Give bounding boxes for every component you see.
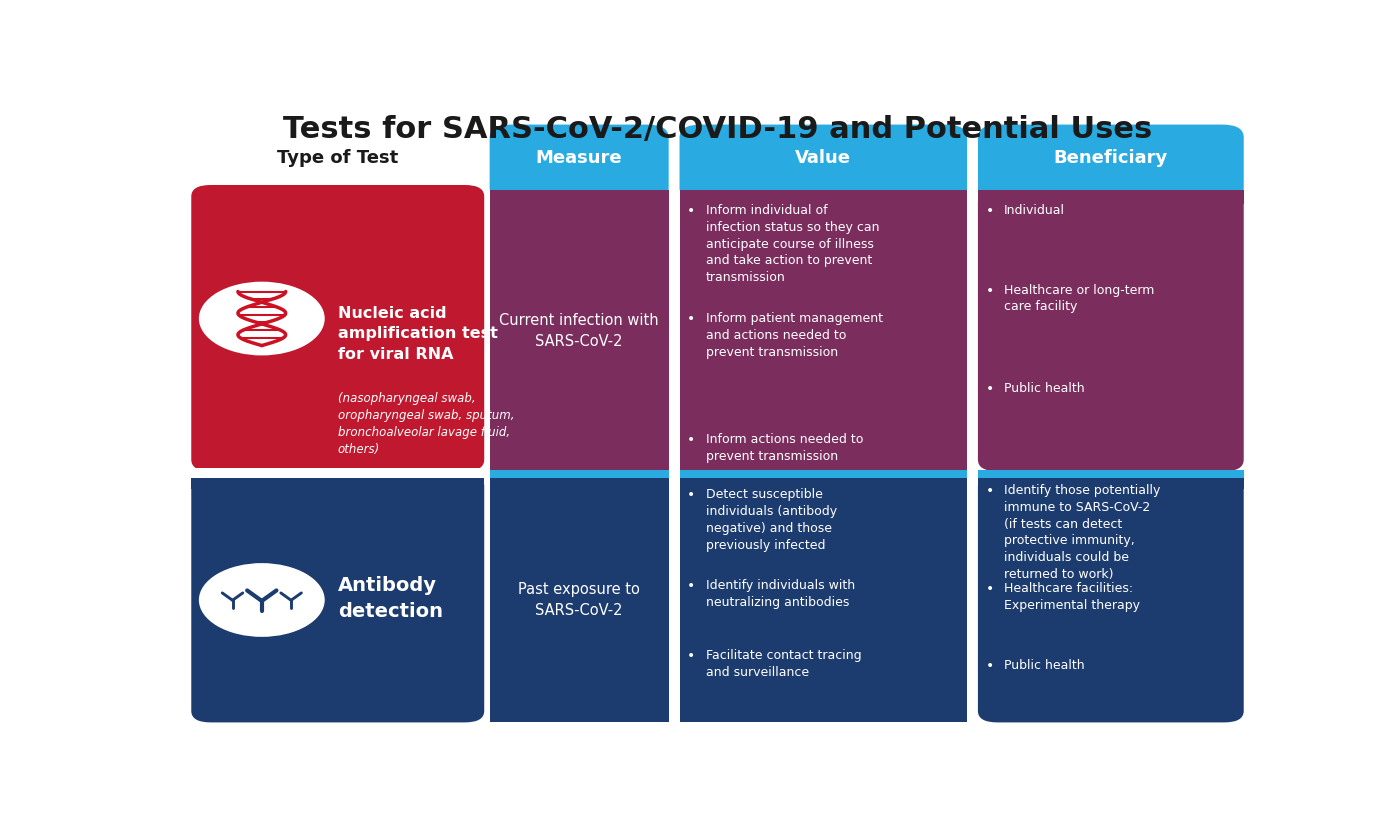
Circle shape	[199, 282, 325, 355]
Text: Past exposure to
SARS-CoV-2: Past exposure to SARS-CoV-2	[518, 582, 640, 618]
Text: Facilitate contact tracing
and surveillance: Facilitate contact tracing and surveilla…	[706, 649, 861, 679]
FancyBboxPatch shape	[490, 125, 669, 201]
Bar	[679, 192, 967, 471]
Text: •: •	[687, 579, 696, 593]
Text: Detect susceptible
individuals (antibody
negative) and those
previously infected: Detect susceptible individuals (antibody…	[706, 488, 837, 552]
Bar	[490, 190, 669, 204]
Text: Value: Value	[795, 149, 851, 167]
Bar	[490, 477, 669, 489]
Bar	[490, 474, 669, 723]
Text: Tests for SARS-CoV-2/COVID-19 and Potential Uses: Tests for SARS-CoV-2/COVID-19 and Potent…	[283, 115, 1152, 144]
Bar	[977, 470, 1243, 477]
Bar	[490, 470, 669, 477]
Bar	[679, 190, 967, 204]
Text: Healthcare or long-term
care facility: Healthcare or long-term care facility	[1004, 283, 1155, 313]
Bar	[977, 190, 1243, 204]
Text: •: •	[986, 659, 994, 673]
Text: Identify individuals with
neutralizing antibodies: Identify individuals with neutralizing a…	[706, 579, 854, 609]
Circle shape	[199, 563, 325, 637]
Text: •: •	[986, 382, 994, 396]
Text: Inform actions needed to
prevent transmission: Inform actions needed to prevent transmi…	[706, 433, 862, 463]
Text: Public health: Public health	[1004, 659, 1085, 672]
Bar	[679, 474, 967, 723]
Text: •: •	[687, 204, 696, 218]
Text: •: •	[986, 283, 994, 297]
Text: Public health: Public health	[1004, 382, 1085, 395]
Text: Inform individual of
infection status so they can
anticipate course of illness
a: Inform individual of infection status so…	[706, 204, 879, 284]
FancyBboxPatch shape	[977, 125, 1243, 201]
Text: Antibody
detection: Antibody detection	[337, 576, 442, 620]
Text: Nucleic acid
amplification test
for viral RNA: Nucleic acid amplification test for vira…	[337, 306, 497, 362]
FancyBboxPatch shape	[192, 185, 484, 471]
Text: Current infection with
SARS-CoV-2: Current infection with SARS-CoV-2	[500, 313, 659, 349]
Bar	[977, 477, 1243, 489]
Text: •: •	[687, 433, 696, 447]
Bar	[192, 468, 484, 477]
Bar	[679, 477, 967, 489]
FancyBboxPatch shape	[977, 192, 1243, 471]
Bar	[490, 192, 669, 471]
Text: Identify those potentially
immune to SARS-CoV-2
(if tests can detect
protective : Identify those potentially immune to SAR…	[1004, 484, 1161, 581]
Text: Individual: Individual	[1004, 204, 1065, 217]
Text: (nasopharyngeal swab,
oropharyngeal swab, sputum,
bronchoalveolar lavage fluid,
: (nasopharyngeal swab, oropharyngeal swab…	[337, 392, 514, 456]
Text: •: •	[687, 488, 696, 502]
Text: Inform patient management
and actions needed to
prevent transmission: Inform patient management and actions ne…	[706, 312, 882, 358]
FancyBboxPatch shape	[977, 474, 1243, 723]
Bar	[679, 470, 967, 477]
FancyBboxPatch shape	[192, 474, 484, 723]
Text: •: •	[986, 582, 994, 596]
Bar	[192, 477, 484, 489]
Text: Healthcare facilities:
Experimental therapy: Healthcare facilities: Experimental ther…	[1004, 582, 1140, 612]
Text: •: •	[687, 649, 696, 663]
Text: •: •	[687, 312, 696, 326]
Text: Beneficiary: Beneficiary	[1054, 149, 1168, 167]
Text: •: •	[986, 204, 994, 218]
FancyBboxPatch shape	[679, 125, 967, 201]
Text: •: •	[986, 484, 994, 498]
Text: Type of Test: Type of Test	[277, 149, 399, 167]
Text: Measure: Measure	[536, 149, 623, 167]
